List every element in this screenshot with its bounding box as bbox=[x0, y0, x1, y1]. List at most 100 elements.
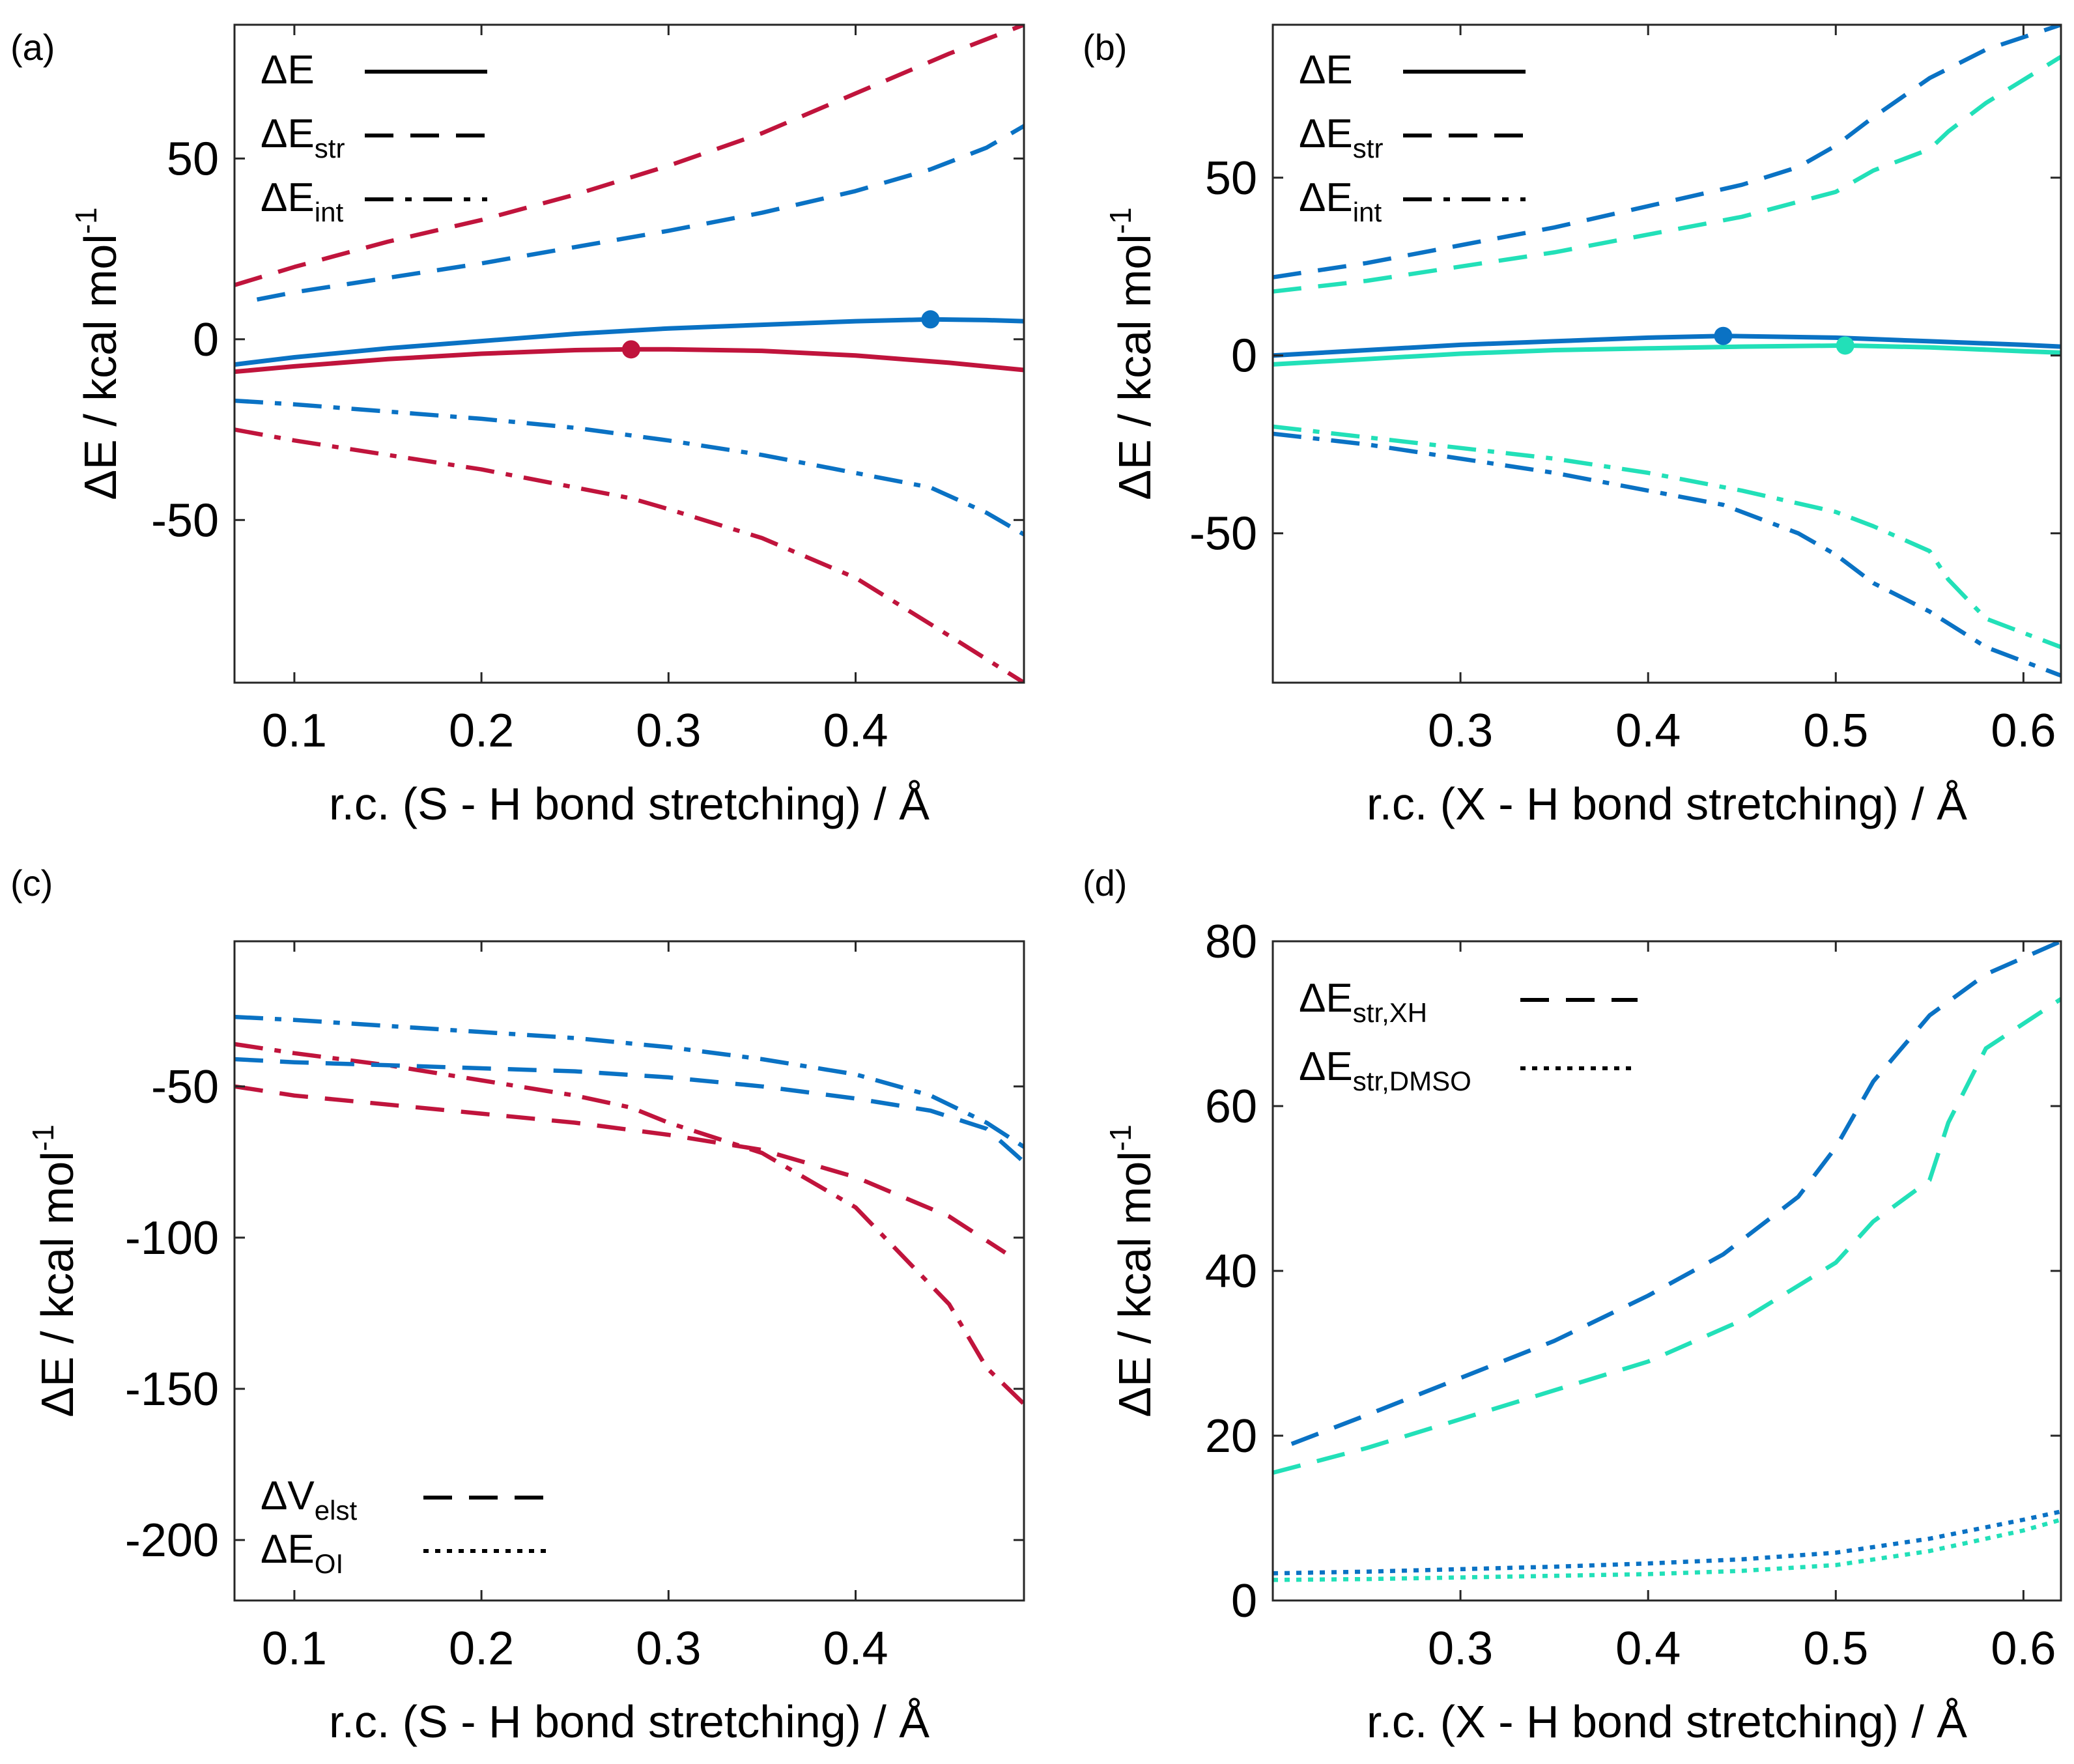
legend-label-main: ΔE bbox=[261, 175, 315, 220]
x-tick-label: 0.1 bbox=[262, 1623, 327, 1675]
legend-label: ΔE bbox=[1299, 48, 1353, 92]
transition-state-marker bbox=[921, 310, 940, 329]
y-axis-label-superscript: -1 bbox=[1103, 1124, 1137, 1151]
legend-label: ΔEstr bbox=[261, 111, 345, 164]
y-axis-label-main: ΔE / kcal mol bbox=[1109, 1151, 1160, 1417]
panel-label: (a) bbox=[10, 27, 55, 68]
x-tick-label: 0.3 bbox=[1428, 705, 1493, 757]
legend-label: ΔEstr bbox=[1299, 111, 1383, 164]
x-tick-label: 0.4 bbox=[1615, 705, 1681, 757]
x-tick-label: 0.5 bbox=[1803, 1623, 1868, 1675]
transition-state-marker bbox=[621, 340, 640, 359]
x-tick-label: 0.4 bbox=[823, 1623, 888, 1675]
plot-frame bbox=[1271, 23, 2062, 684]
legend-label-main: ΔE bbox=[1299, 976, 1353, 1021]
series-line-red-dashdot bbox=[234, 1042, 1024, 1406]
legend-label-subscript: int bbox=[1353, 197, 1382, 227]
y-axis-label: ΔE / kcal mol-1 bbox=[1103, 1124, 1160, 1417]
y-axis-label-main: ΔE / kcal mol bbox=[32, 1151, 83, 1417]
x-tick-label: 0.3 bbox=[1428, 1623, 1493, 1675]
legend-label-main: ΔE bbox=[1299, 175, 1353, 220]
y-axis-label-main: ΔE / kcal mol bbox=[1109, 234, 1160, 500]
y-tick-label: -100 bbox=[125, 1212, 219, 1264]
series-line-blue-dashed bbox=[234, 1057, 1024, 1164]
series-line-blue-solid bbox=[1273, 334, 2061, 358]
legend-label-main: ΔE bbox=[1299, 111, 1353, 156]
legend-label-subscript: str,XH bbox=[1353, 997, 1427, 1028]
legend-label: ΔEOI bbox=[261, 1527, 343, 1579]
legend-label: ΔEstr,XH bbox=[1299, 976, 1427, 1028]
series-line-red-dashed bbox=[234, 25, 1024, 287]
y-axis-label-main: ΔE / kcal mol bbox=[75, 234, 126, 500]
series-line-blue-dotted bbox=[1273, 1509, 2061, 1576]
series-line-blue-dashed bbox=[256, 124, 1024, 302]
series-line-red-dashdot bbox=[234, 427, 1024, 683]
legend-label: ΔEint bbox=[261, 175, 343, 227]
y-tick-label: 0 bbox=[193, 314, 219, 366]
panel-b: (b) 0.3 0.4 0.5 0.6 -50 0 50 r.c. (X - H bond st… bbox=[1083, 23, 2062, 829]
series-line-cyan-dashed bbox=[1273, 55, 2061, 294]
legend-label-main: ΔE bbox=[261, 48, 315, 92]
plot-frame bbox=[233, 23, 1025, 684]
y-tick-label: 0 bbox=[1231, 330, 1257, 382]
legend-label: ΔEint bbox=[1299, 175, 1382, 227]
x-tick-label: 0.6 bbox=[1991, 1623, 2056, 1675]
x-axis-label: r.c. (S - H bond stretching) / Å bbox=[329, 778, 930, 829]
y-tick-label: -50 bbox=[1189, 508, 1257, 560]
x-tick-label: 0.3 bbox=[636, 1623, 701, 1675]
series-line-blue-dashdot bbox=[234, 1014, 1024, 1149]
series-line-cyan-solid bbox=[1273, 343, 2061, 367]
x-axis-label: r.c. (X - H bond stretching) / Å bbox=[1367, 1696, 1967, 1747]
series-line-cyan-dotted bbox=[1273, 1517, 2061, 1582]
series-line-red-dashed bbox=[234, 1084, 1007, 1255]
y-tick-label: -200 bbox=[125, 1515, 219, 1567]
legend-label-subscript: str bbox=[315, 133, 345, 164]
series-line-blue-dashed bbox=[1290, 941, 2061, 1446]
y-tick-label: 50 bbox=[167, 133, 219, 185]
y-tick-label: 0 bbox=[1231, 1575, 1257, 1627]
plot-frame bbox=[1271, 940, 2062, 1602]
y-tick-label: 50 bbox=[1205, 152, 1257, 205]
panel-c: (c) 0.1 0.2 0.3 0.4 -200 -150 -100 -50 r.c. (S - … bbox=[10, 862, 1025, 1747]
x-tick-label: 0.5 bbox=[1803, 705, 1868, 757]
panel-label: (d) bbox=[1083, 862, 1127, 903]
transition-state-marker bbox=[1836, 336, 1854, 355]
legend-label-main: ΔE bbox=[261, 111, 315, 156]
y-axis-label: ΔE / kcal mol-1 bbox=[26, 1124, 83, 1417]
y-axis-label-superscript: -1 bbox=[1103, 207, 1137, 234]
y-axis-label: ΔE / kcal mol-1 bbox=[69, 207, 126, 500]
series-line-cyan-dashed bbox=[1273, 997, 2061, 1475]
legend-label: ΔE bbox=[261, 48, 315, 92]
series-line-blue-dashdot bbox=[1273, 431, 2061, 678]
y-tick-label: 60 bbox=[1205, 1081, 1257, 1133]
panel-label: (c) bbox=[10, 862, 53, 903]
legend-label: ΔVelst bbox=[261, 1473, 357, 1526]
panel-label: (b) bbox=[1083, 27, 1127, 68]
x-axis-label: r.c. (S - H bond stretching) / Å bbox=[329, 1696, 930, 1747]
series-line-blue-dashdot bbox=[234, 398, 1024, 537]
y-tick-label: -50 bbox=[151, 1061, 219, 1113]
legend-label-subscript: str bbox=[1353, 133, 1384, 164]
legend-label-main: ΔE bbox=[1299, 48, 1353, 92]
plot-frame bbox=[233, 940, 1025, 1602]
y-tick-label: -50 bbox=[151, 494, 219, 547]
transition-state-marker bbox=[1714, 326, 1733, 345]
y-axis-label-superscript: -1 bbox=[69, 207, 103, 234]
x-tick-label: 0.6 bbox=[1991, 705, 2056, 757]
y-axis-label-superscript: -1 bbox=[26, 1124, 60, 1151]
y-tick-label: -150 bbox=[125, 1363, 219, 1415]
legend-label-subscript: OI bbox=[315, 1548, 343, 1579]
legend-label-subscript: str,DMSO bbox=[1353, 1066, 1471, 1096]
legend-label-main: ΔE bbox=[1299, 1044, 1353, 1089]
y-axis-label: ΔE / kcal mol-1 bbox=[1103, 207, 1160, 500]
x-tick-label: 0.2 bbox=[449, 705, 514, 757]
legend-label-subscript: int bbox=[315, 197, 344, 227]
x-tick-label: 0.4 bbox=[1615, 1623, 1681, 1675]
series-line-cyan-dashdot bbox=[1273, 424, 2061, 649]
x-axis-label: r.c. (X - H bond stretching) / Å bbox=[1367, 778, 1967, 829]
legend-label-subscript: elst bbox=[315, 1495, 358, 1526]
series-line-blue-dashed bbox=[1273, 25, 2061, 279]
